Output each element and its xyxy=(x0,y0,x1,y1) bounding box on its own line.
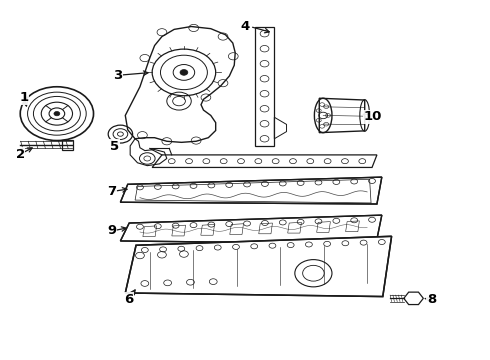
Text: 5: 5 xyxy=(110,140,119,153)
Text: 2: 2 xyxy=(16,148,25,161)
Circle shape xyxy=(180,69,188,75)
Text: 4: 4 xyxy=(241,20,249,33)
Text: 9: 9 xyxy=(107,224,117,238)
Polygon shape xyxy=(125,236,392,297)
Text: 10: 10 xyxy=(364,111,382,123)
Polygon shape xyxy=(121,177,382,204)
Text: 1: 1 xyxy=(20,91,29,104)
Polygon shape xyxy=(121,215,382,244)
Text: 6: 6 xyxy=(124,293,133,306)
Circle shape xyxy=(54,112,60,116)
Text: 3: 3 xyxy=(113,69,122,82)
Text: 8: 8 xyxy=(427,293,436,306)
Text: 7: 7 xyxy=(107,185,117,198)
